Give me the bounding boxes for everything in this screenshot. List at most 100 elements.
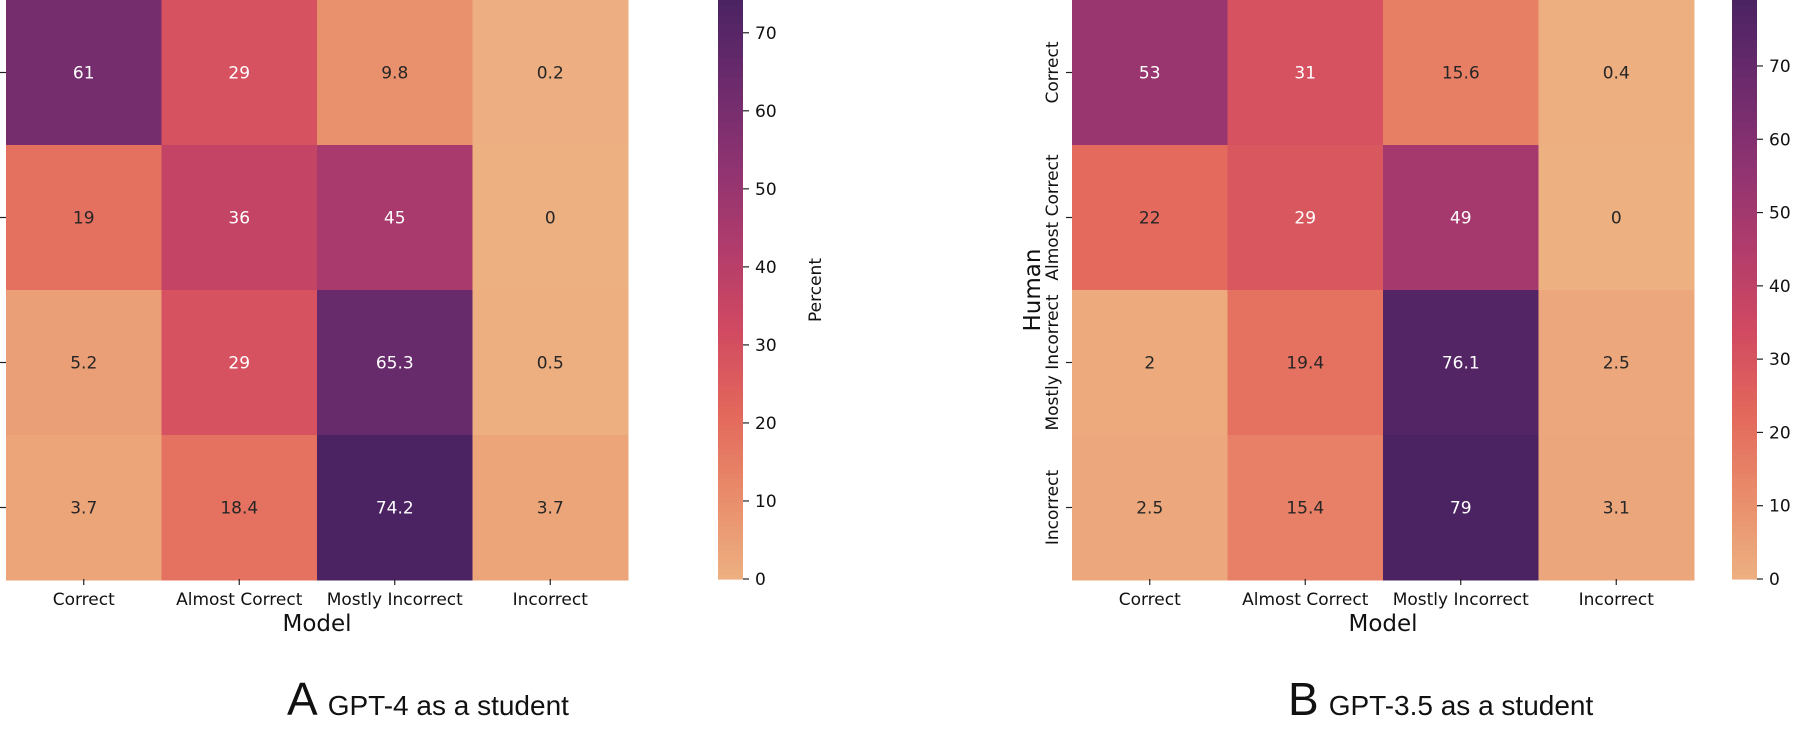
colorbar-tick-label: 30 (1769, 350, 1791, 370)
colorbar-segment (718, 86, 743, 93)
colorbar-segment (1732, 299, 1757, 305)
cell-value-label: 45 (384, 209, 406, 229)
colorbar-segment (718, 564, 743, 570)
cell-value-label: 9.8 (381, 64, 408, 84)
colorbar-segment (718, 19, 743, 25)
colorbar-segment (1732, 289, 1757, 295)
cell-value-label: 19 (73, 209, 95, 229)
colorbar-segment (1732, 72, 1757, 78)
colorbar-segment (718, 468, 743, 474)
colorbar-segment (718, 419, 743, 426)
colorbar-segment (1732, 463, 1757, 469)
cell-value-label: 0.4 (1603, 64, 1630, 84)
colorbar-segment (718, 9, 743, 16)
colorbar-segment (1732, 4, 1757, 11)
colorbar-segment (718, 270, 743, 276)
colorbar-segment (1732, 337, 1757, 344)
colorbar-segment (1732, 110, 1757, 117)
cell-value-label: 2.5 (1603, 354, 1630, 374)
colorbar-segment (1732, 24, 1757, 30)
colorbar-segment (718, 91, 743, 98)
colorbar-segment (1732, 221, 1757, 228)
colorbar-segment (718, 443, 743, 450)
colorbar-segment (718, 130, 743, 136)
colorbar-segment (1732, 487, 1757, 493)
heatmap-cell (472, 145, 629, 291)
colorbar-segment (1732, 574, 1757, 580)
colorbar-segment (718, 516, 743, 522)
colorbar-segment (718, 357, 743, 363)
colorbar-segment (718, 168, 743, 175)
cell-value-label: 15.4 (1286, 499, 1324, 519)
y-tick-label: Correct (1043, 41, 1063, 103)
colorbar-segment (718, 67, 743, 73)
colorbar-segment (1732, 501, 1757, 508)
colorbar-segment (1732, 188, 1757, 194)
cell-value-label: 15.6 (1442, 64, 1480, 84)
colorbar-segment (1732, 328, 1757, 334)
colorbar-segment (1732, 19, 1757, 25)
colorbar-segment (1732, 472, 1757, 479)
colorbar-segment (718, 424, 743, 431)
colorbar-segment (718, 284, 743, 291)
colorbar-segment (1732, 38, 1757, 45)
colorbar-tick-label: 70 (755, 24, 777, 44)
colorbar-segment (718, 120, 743, 127)
colorbar-segment (718, 299, 743, 305)
colorbar-segment (718, 193, 743, 199)
colorbar-segment (1732, 130, 1757, 136)
colorbar-segment (1732, 168, 1757, 175)
heatmap-cell (161, 0, 318, 146)
colorbar-segment (1732, 342, 1757, 348)
heatmap-cell (317, 145, 473, 291)
colorbar-segment (718, 395, 743, 402)
colorbar-segment (718, 38, 743, 45)
caption-b-text: GPT-3.5 as a student (1328, 690, 1594, 721)
colorbar-segment (1732, 178, 1757, 184)
colorbar-segment (1732, 448, 1757, 455)
colorbar-segment (1732, 96, 1757, 102)
colorbar-segment (1732, 559, 1757, 566)
colorbar-segment (718, 265, 743, 271)
cell-value-label: 29 (228, 354, 250, 374)
colorbar-segment (718, 550, 743, 556)
colorbar-segment (718, 559, 743, 566)
colorbar-segment (718, 323, 743, 329)
colorbar-segment (1732, 120, 1757, 127)
colorbar-segment (718, 477, 743, 484)
colorbar-segment (1732, 212, 1757, 218)
colorbar-segment (718, 569, 743, 575)
colorbar-segment (1732, 516, 1757, 522)
colorbar-segment (1732, 53, 1757, 59)
colorbar-segment (1732, 535, 1757, 541)
colorbar-segment (1732, 540, 1757, 546)
heatmap-cell (1227, 145, 1384, 291)
colorbar-tick-label: 60 (1769, 130, 1791, 150)
colorbar-segment (1732, 323, 1757, 329)
colorbar-segment (718, 202, 743, 209)
colorbar-segment (718, 540, 743, 546)
colorbar-segment (1732, 405, 1757, 411)
cell-value-label: 29 (1294, 209, 1316, 229)
colorbar-segment (718, 101, 743, 107)
heatmap-cell (161, 435, 318, 581)
colorbar-segment (718, 212, 743, 218)
colorbar-segment (718, 260, 743, 266)
colorbar-segment (718, 390, 743, 397)
colorbar-segment (718, 545, 743, 551)
heatmap-cell (1538, 0, 1695, 146)
colorbar-segment (1732, 395, 1757, 402)
colorbar-segment (718, 414, 743, 421)
colorbar-segment (1732, 159, 1757, 165)
colorbar-segment (718, 159, 743, 165)
y-tick-label: Incorrect (1043, 470, 1063, 546)
heatmap-cell (6, 435, 162, 581)
colorbar-segment (1732, 33, 1757, 40)
heatmap-cell (1538, 290, 1695, 436)
colorbar-segment (1732, 241, 1757, 247)
colorbar-segment (718, 24, 743, 30)
colorbar-segment (718, 332, 743, 339)
colorbar-segment (1732, 376, 1757, 382)
colorbar-segment (1732, 135, 1757, 141)
